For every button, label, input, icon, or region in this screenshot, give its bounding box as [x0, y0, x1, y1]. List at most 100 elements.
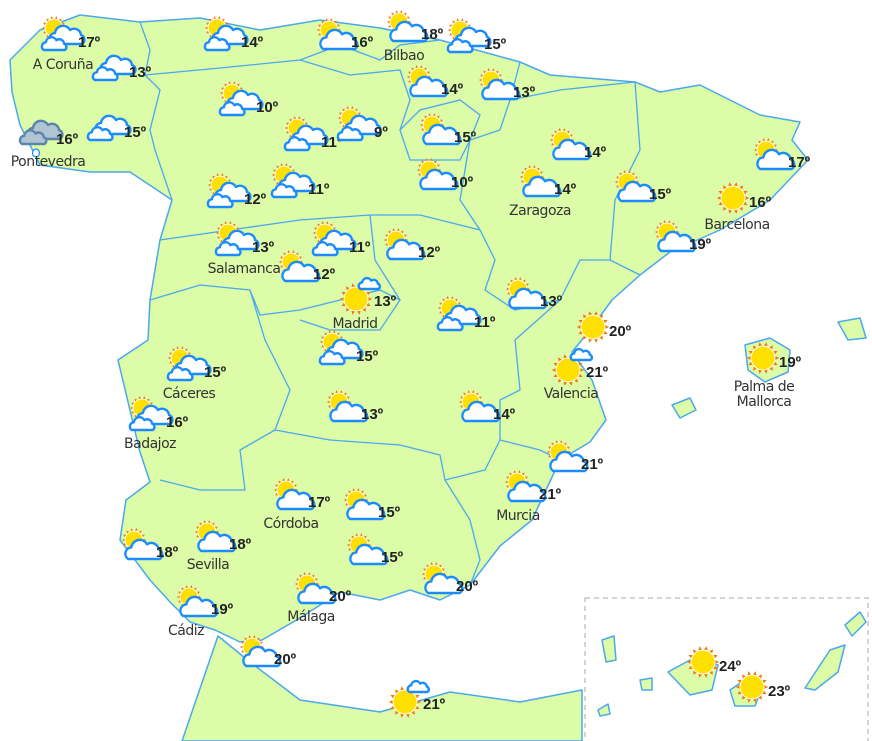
temperature: 11º: [308, 181, 330, 198]
temperature: 24º: [719, 658, 742, 675]
temperature: 16º: [56, 131, 79, 148]
temperature: 9º: [374, 124, 388, 141]
city-label: Cáceres: [162, 386, 216, 402]
temperature: 20º: [274, 651, 297, 668]
city-label: Valencia: [543, 386, 599, 402]
sun-cloud-weather-icon: [346, 533, 389, 566]
temperature: 23º: [768, 683, 791, 700]
ibiza-island: [671, 397, 697, 419]
sun-cloud-weather-icon: [386, 10, 429, 43]
sun-clouds-weather-icon: [218, 81, 264, 117]
temperature: 13º: [513, 84, 536, 101]
sun-clouds-weather-icon: [166, 346, 212, 382]
sun-weather-icon: [686, 646, 720, 678]
city-label: Cádiz: [168, 623, 204, 639]
temperature: 13º: [129, 64, 152, 81]
temperature: 20º: [329, 588, 352, 605]
city-label: Málaga: [287, 609, 335, 625]
temperature: 20º: [609, 323, 632, 340]
sun-clouds-weather-icon: [446, 18, 492, 54]
sun-cloud-weather-icon: [458, 390, 501, 423]
sun-clouds-weather-icon: [214, 221, 260, 257]
temperature: 19º: [689, 236, 712, 253]
temperature: 21º: [581, 456, 604, 473]
temperature: 17º: [78, 34, 101, 51]
sun-cloud-weather-icon: [316, 18, 359, 51]
temperature: 12º: [313, 266, 336, 283]
city-label: Murcia: [496, 508, 540, 524]
sun-cloud-weather-icon: [294, 572, 337, 605]
sun-clouds-weather-icon: [318, 330, 364, 366]
temperature: 13º: [361, 406, 384, 423]
sun-cloud-weather-icon: [406, 65, 449, 98]
sun-cloud-weather-icon: [614, 170, 657, 203]
city-label: Pontevedra: [10, 154, 86, 170]
city-label: Sevilla: [186, 557, 230, 573]
temperature: 14º: [554, 181, 577, 198]
sun-cloud-weather-icon: [478, 68, 521, 101]
temperature: 21º: [539, 486, 562, 503]
sun-cloud-weather-icon: [419, 113, 462, 146]
temperature: 10º: [451, 174, 474, 191]
sun-cloud-weather-icon: [546, 440, 589, 473]
peninsula-land: [9, 14, 809, 643]
temperature: 14º: [441, 81, 464, 98]
city-label: Palma de Mallorca: [733, 379, 795, 410]
sun-cloud-weather-icon: [549, 128, 592, 161]
sun-cloud-weather-icon: [504, 470, 547, 503]
el-hierro-island: [597, 703, 611, 717]
temperature: 12º: [418, 244, 441, 261]
sun-clouds-weather-icon: [436, 296, 482, 332]
clouds-weather-icon: [86, 114, 132, 142]
sun-cloud-weather-icon: [239, 635, 282, 668]
sun-weather-icon: [576, 311, 610, 343]
city-label: Madrid: [332, 316, 378, 332]
temperature: 11º: [474, 314, 496, 331]
temperature: 15º: [356, 348, 379, 365]
temperature: 21º: [586, 364, 609, 381]
sun-clouds-weather-icon: [203, 16, 249, 52]
temperature: 21º: [423, 696, 446, 713]
la-gomera-island: [639, 677, 653, 691]
temperature: 12º: [244, 191, 267, 208]
sun-small-cloud-weather-icon: [551, 347, 594, 386]
temperature: 18º: [156, 544, 179, 561]
sun-cloud-weather-icon: [519, 165, 562, 198]
rain-weather-icon: [18, 119, 64, 157]
sun-weather-icon: [716, 182, 750, 214]
sun-cloud-weather-icon: [654, 220, 697, 253]
sun-small-cloud-weather-icon: [339, 276, 382, 315]
city-label: Badajoz: [124, 436, 176, 452]
sun-cloud-weather-icon: [273, 478, 316, 511]
temperature: 15º: [381, 549, 404, 566]
city-label: Córdoba: [263, 516, 319, 532]
la-palma-island: [601, 635, 617, 663]
temperature: 17º: [308, 494, 331, 511]
temperature: 14º: [584, 144, 607, 161]
city-label: Barcelona: [704, 217, 770, 233]
temperature: 15º: [649, 186, 672, 203]
temperature: 20º: [456, 578, 479, 595]
temperature: 15º: [124, 124, 147, 141]
sun-clouds-weather-icon: [311, 221, 357, 257]
temperature: 19º: [779, 354, 802, 371]
region-borders: [139, 21, 641, 586]
temperature: 14º: [493, 406, 516, 423]
temperature: 16º: [351, 34, 374, 51]
sun-cloud-weather-icon: [121, 528, 164, 561]
city-label: Bilbao: [383, 48, 425, 64]
canary-inset-frame: [584, 597, 869, 741]
temperature: 18º: [421, 26, 444, 43]
temperature: 13º: [252, 239, 275, 256]
sun-cloud-weather-icon: [383, 228, 426, 261]
temperature: 13º: [540, 293, 563, 310]
lanzarote-island: [844, 611, 867, 637]
temperature: 15º: [454, 129, 477, 146]
sun-cloud-weather-icon: [416, 158, 459, 191]
temperature: 15º: [378, 504, 401, 521]
clouds-weather-icon: [91, 54, 137, 82]
temperature: 13º: [374, 293, 397, 310]
city-label: Zaragoza: [509, 203, 571, 219]
sun-cloud-weather-icon: [421, 562, 464, 595]
